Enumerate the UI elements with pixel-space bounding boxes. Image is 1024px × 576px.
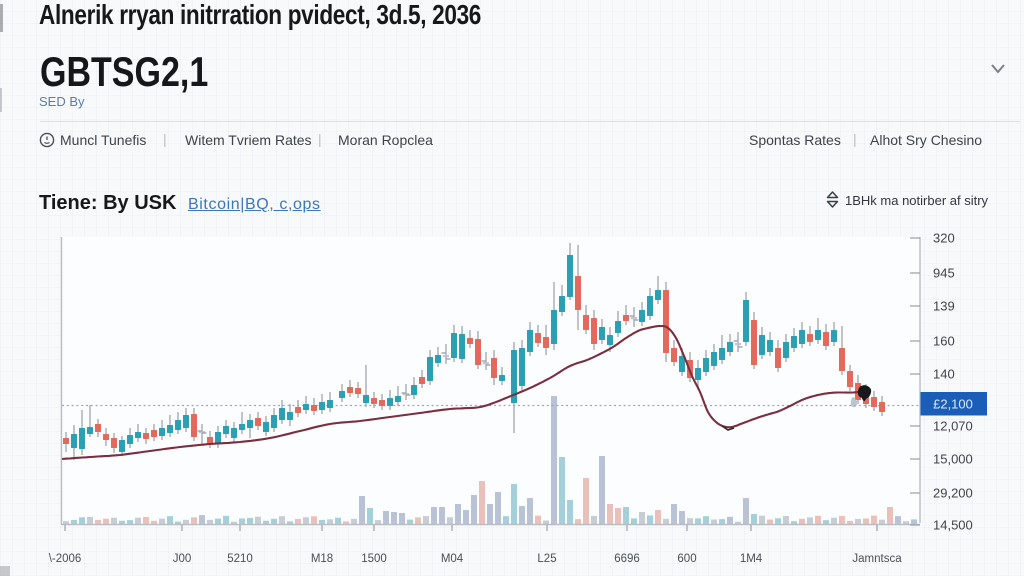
svg-text:£2,100: £2,100 <box>933 397 973 412</box>
svg-text:L25: L25 <box>537 553 556 565</box>
svg-text:\-2006: \-2006 <box>49 553 82 565</box>
svg-text:139: 139 <box>933 299 955 314</box>
svg-text:12,070: 12,070 <box>933 419 973 434</box>
svg-text:320: 320 <box>933 231 955 246</box>
svg-text:945: 945 <box>933 266 955 281</box>
svg-text:M18: M18 <box>311 553 333 565</box>
svg-text:J00: J00 <box>173 553 192 565</box>
svg-text:600: 600 <box>677 553 696 565</box>
svg-text:5210: 5210 <box>227 553 253 565</box>
svg-text:Jamntsca: Jamntsca <box>852 553 902 565</box>
svg-text:1500: 1500 <box>361 553 387 565</box>
svg-text:6696: 6696 <box>614 553 640 565</box>
svg-text:15,000: 15,000 <box>933 452 973 467</box>
svg-text:14,500: 14,500 <box>933 518 973 533</box>
svg-text:140: 140 <box>933 367 955 382</box>
svg-text:29,200: 29,200 <box>933 486 973 501</box>
svg-text:160: 160 <box>933 334 955 349</box>
svg-text:1M4: 1M4 <box>740 553 763 565</box>
svg-text:M04: M04 <box>441 553 464 565</box>
